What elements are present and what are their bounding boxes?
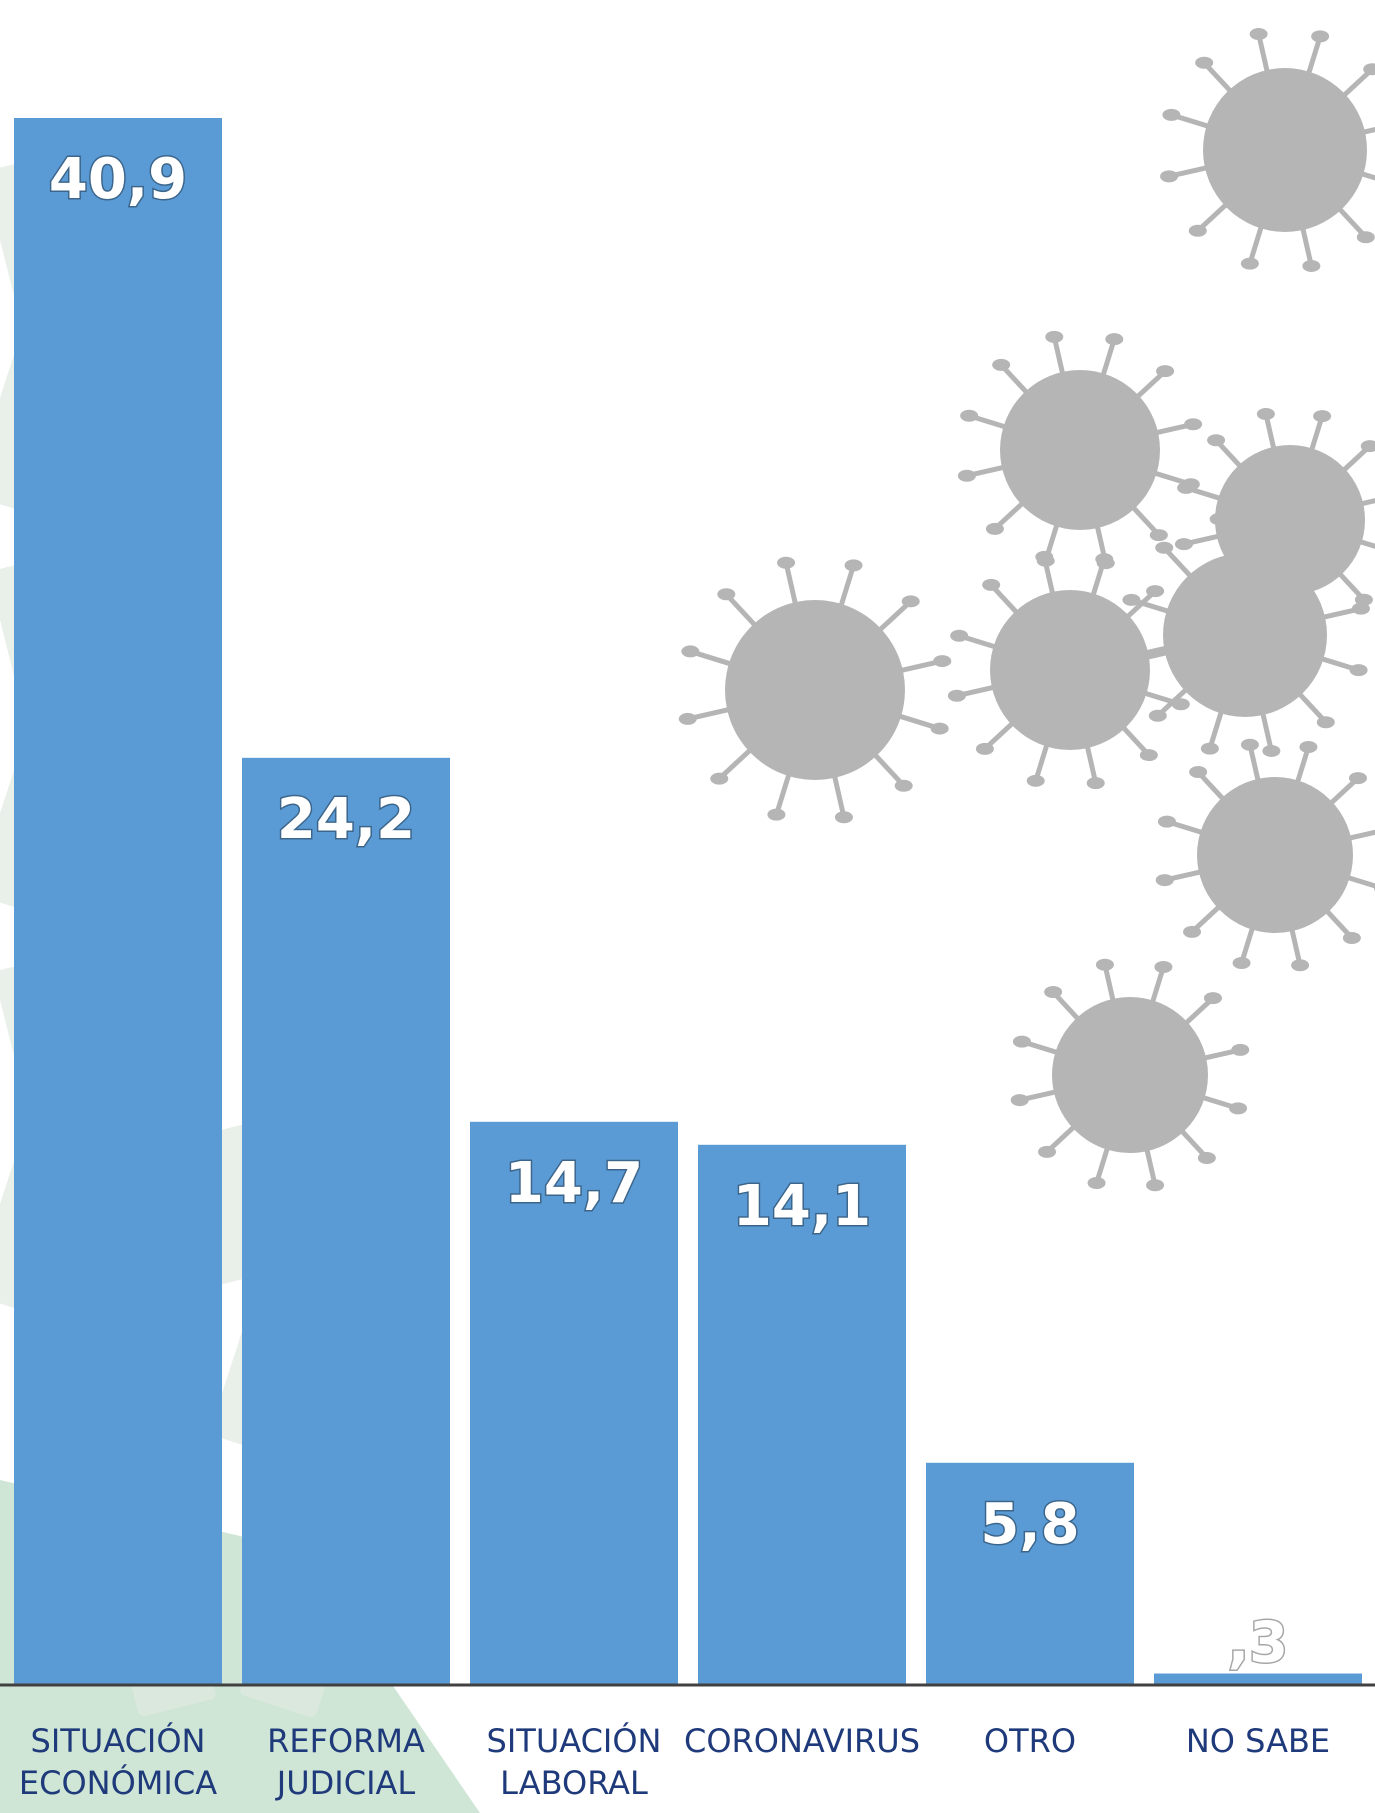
bar-value-label: 14,7 (505, 1151, 643, 1216)
virus-icon (1155, 738, 1375, 972)
x-tick-label: NO SABE (1186, 1722, 1330, 1760)
bar-value-label: 24,2 (277, 787, 415, 852)
bar (1154, 1673, 1362, 1685)
bar-value-label: 40,9 (49, 147, 187, 212)
x-tick-label: REFORMA JUDICIAL (267, 1722, 425, 1802)
virus-icon (1120, 513, 1370, 757)
bar (698, 1144, 906, 1685)
bar-value-label: 14,1 (733, 1174, 871, 1239)
virus-icon (678, 556, 952, 824)
bar-value-label: ,3 (1228, 1611, 1288, 1676)
bar (926, 1462, 1134, 1685)
x-tick-labels: SITUACIÓN ECONÓMICA REFORMA JUDICIAL SITUACI… (19, 1721, 1330, 1802)
x-tick-label: CORONAVIRUS (684, 1722, 920, 1760)
virus-icon (1010, 958, 1250, 1192)
x-tick-label: OTRO (984, 1722, 1076, 1760)
virus-icon (1160, 28, 1375, 272)
bar-value-label: 5,8 (980, 1492, 1079, 1557)
x-tick-label: SITUACIÓN LABORAL (487, 1721, 662, 1802)
bars-group: 40,9 24,2 14,7 14,1 5,8 ,3 (14, 118, 1362, 1685)
bar (242, 757, 450, 1685)
bar (470, 1121, 678, 1685)
virus-icon (957, 330, 1203, 570)
virus-icon (947, 550, 1193, 790)
bar (14, 118, 222, 1685)
x-tick-label: SITUACIÓN ECONÓMICA (19, 1721, 217, 1802)
